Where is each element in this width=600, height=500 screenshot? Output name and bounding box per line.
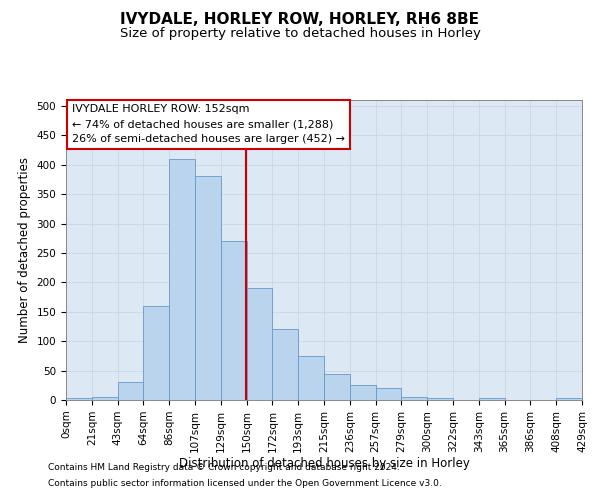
Bar (376, 388, 401, 400)
Bar (427, 398, 453, 400)
Text: Contains public sector information licensed under the Open Government Licence v3: Contains public sector information licen… (48, 478, 442, 488)
Bar (272, 330, 298, 400)
Bar (143, 306, 169, 400)
Bar (556, 398, 582, 400)
Bar (195, 176, 221, 400)
Text: Contains HM Land Registry data © Crown copyright and database right 2024.: Contains HM Land Registry data © Crown c… (48, 464, 400, 472)
Bar (350, 386, 376, 400)
Bar (324, 374, 350, 400)
Bar (92, 397, 118, 400)
Bar (479, 398, 505, 400)
Bar (247, 288, 272, 400)
Bar (298, 356, 324, 400)
X-axis label: Distribution of detached houses by size in Horley: Distribution of detached houses by size … (179, 458, 469, 470)
Bar (118, 382, 143, 400)
Bar (66, 398, 92, 400)
Text: Size of property relative to detached houses in Horley: Size of property relative to detached ho… (119, 28, 481, 40)
Bar (401, 397, 427, 400)
Bar (169, 159, 195, 400)
Y-axis label: Number of detached properties: Number of detached properties (18, 157, 31, 343)
Text: IVYDALE, HORLEY ROW, HORLEY, RH6 8BE: IVYDALE, HORLEY ROW, HORLEY, RH6 8BE (121, 12, 479, 28)
Text: IVYDALE HORLEY ROW: 152sqm
← 74% of detached houses are smaller (1,288)
26% of s: IVYDALE HORLEY ROW: 152sqm ← 74% of deta… (72, 104, 345, 144)
Bar (221, 241, 247, 400)
